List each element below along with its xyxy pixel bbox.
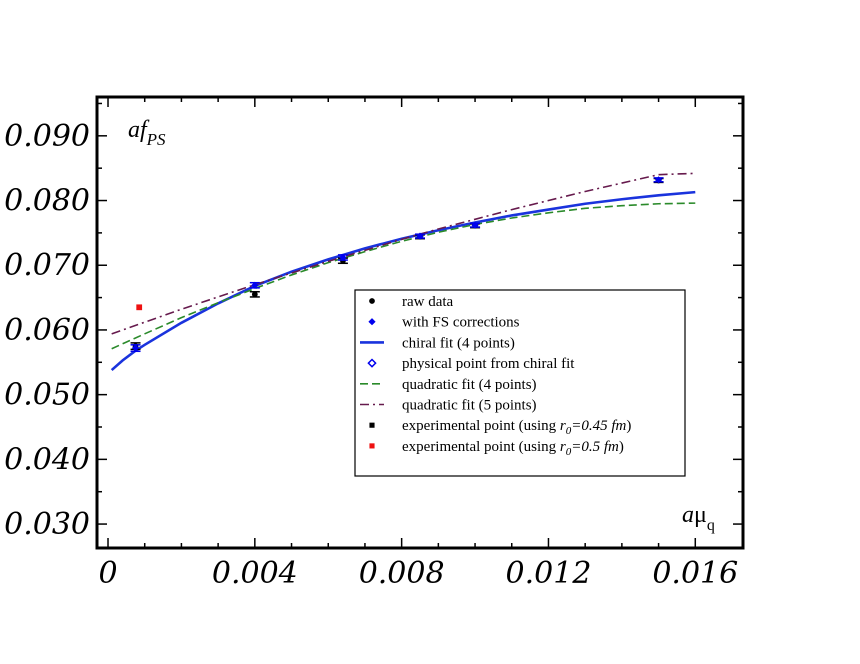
x-tick-label: 0.016 xyxy=(652,556,738,591)
fit-curve xyxy=(111,172,696,335)
series-line xyxy=(111,202,696,350)
legend-label: quadratic fit (5 points) xyxy=(402,398,537,414)
x-axis-title-main: a xyxy=(682,502,694,528)
x-tick-label: 0 xyxy=(98,556,117,591)
y-axis-title-main: af xyxy=(128,117,150,143)
fit-curve xyxy=(111,202,696,350)
y-tick-label: 0.080 xyxy=(4,184,90,219)
legend-label: with FS corrections xyxy=(402,315,520,331)
series-points xyxy=(136,304,143,311)
series-layer xyxy=(110,172,696,372)
axis-ticks xyxy=(97,97,743,548)
fit-curve xyxy=(110,190,696,372)
x-tick-label: 0.004 xyxy=(212,556,298,591)
legend: raw data with FS corrections chiral fit (4… xyxy=(354,289,686,477)
data-point xyxy=(136,304,143,311)
legend-box xyxy=(354,289,686,477)
plot-frame xyxy=(95,95,745,550)
data-point xyxy=(251,281,259,289)
series-line xyxy=(110,190,696,372)
legend-items: raw data with FS corrections chiral fit (4… xyxy=(360,294,631,458)
data-point xyxy=(416,232,424,240)
legend-marker xyxy=(368,318,376,326)
x-axis-title-sub: q xyxy=(707,517,715,534)
y-axis-title: afPS xyxy=(128,117,166,149)
data-point xyxy=(471,221,479,229)
y-tick-label: 0.090 xyxy=(4,119,90,154)
legend-label: physical point from chiral fit xyxy=(402,356,575,372)
x-axis-title: aμq xyxy=(682,502,715,534)
legend-label: chiral fit (4 points) xyxy=(402,335,515,351)
legend-label: experimental point (using r0=0.45 fm) xyxy=(402,418,631,437)
x-tick-label: 0.012 xyxy=(506,556,592,591)
data-point xyxy=(339,253,347,262)
y-tick-label: 0.060 xyxy=(4,313,90,348)
y-tick-label: 0.050 xyxy=(4,378,90,413)
tick-labels: 0 0.004 0.008 0.012 0.016 0.030 0.040 0.050 0.06… xyxy=(4,119,738,591)
x-tick-label: 0.008 xyxy=(359,556,445,591)
y-axis-title-sub: PS xyxy=(146,130,166,149)
data-point xyxy=(251,291,258,298)
y-tick-label: 0.030 xyxy=(4,507,90,542)
x-axis-title-greek: μ xyxy=(694,502,707,528)
legend-label: quadratic fit (4 points) xyxy=(402,377,537,393)
legend-label: experimental point (using r0=0.5 fm) xyxy=(402,439,624,458)
series-line xyxy=(111,172,696,335)
legend-marker xyxy=(367,358,377,368)
series-points xyxy=(130,176,664,353)
legend-label: raw data xyxy=(402,294,454,310)
data-point xyxy=(654,176,663,184)
legend-marker xyxy=(369,298,375,304)
legend-marker xyxy=(369,443,375,449)
data-point xyxy=(131,344,140,352)
legend-marker xyxy=(369,422,375,428)
y-tick-label: 0.040 xyxy=(4,442,90,477)
y-tick-label: 0.070 xyxy=(4,248,90,283)
